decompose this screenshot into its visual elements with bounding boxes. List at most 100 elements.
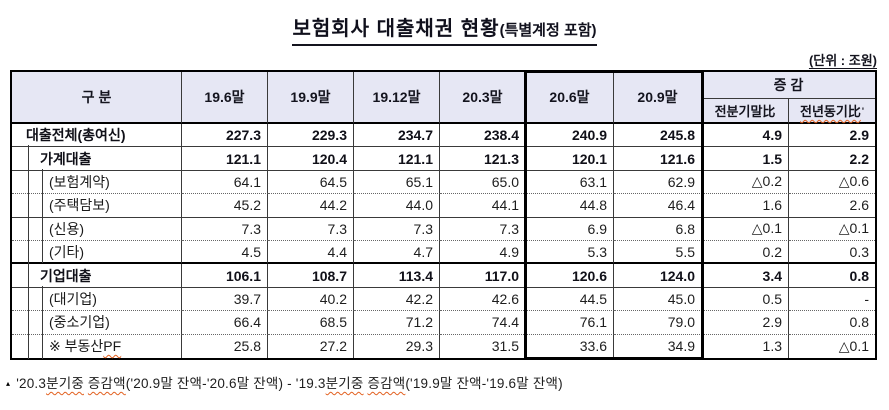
cell-value: 234.7 <box>354 124 440 148</box>
cell-value: 6.8 <box>614 217 702 241</box>
cell-value: △0.1 <box>789 218 875 241</box>
cell-value: 229.3 <box>268 124 354 148</box>
cell-value: 4.4 <box>268 240 354 265</box>
cell-value: 40.2 <box>268 287 354 312</box>
row-label: 가계대출 <box>12 145 182 171</box>
cell-value: 44.8 <box>526 194 614 218</box>
cell-value: 0.5 <box>702 287 789 312</box>
title-paren-text: (특별계정 포함) <box>499 22 597 39</box>
header-change-vs-prev-year: 전년동기比 ' <box>789 99 875 124</box>
cell-value: 27.2 <box>268 334 354 358</box>
cell-value: 66.4 <box>182 311 268 335</box>
header-change: 증 감 <box>702 72 875 99</box>
cell-value: 5.3 <box>526 240 614 265</box>
footnote: ▴ '20.3분기중 증감액('20.9말 잔액-'20.6말 잔액) - '19… <box>6 372 563 392</box>
cell-value: 71.2 <box>354 311 440 335</box>
loan-status-table: 구 분 19.6말 19.9말 19.12말 20.3말 20.6말 20.9말… <box>10 70 877 360</box>
footnote-marker-icon: ▴ <box>6 379 11 388</box>
cell-value: 227.3 <box>182 124 268 148</box>
cell-value: 31.5 <box>440 334 526 358</box>
cell-value: 33.6 <box>526 334 614 358</box>
row-label: (신용) <box>12 215 182 241</box>
cell-value: 44.1 <box>440 194 526 218</box>
cell-value: 5.5 <box>614 240 702 265</box>
cell-value: 113.4 <box>354 264 440 288</box>
cell-value: 108.7 <box>268 264 354 288</box>
cell-value: 117.0 <box>440 264 526 288</box>
cell-value: 0.3 <box>789 241 875 265</box>
cell-value: 2.2 <box>789 147 875 171</box>
cell-value: 4.5 <box>182 240 268 265</box>
header-period-20-6: 20.6말 <box>526 72 614 124</box>
cell-value: △0.2 <box>702 170 789 195</box>
header-change-vs-prev-quarter: 전분기말比 <box>702 99 789 124</box>
cell-value: 64.5 <box>268 170 354 195</box>
cell-value: 4.7 <box>354 240 440 265</box>
cell-value: △0.1 <box>702 217 789 241</box>
cell-value: 63.1 <box>526 170 614 195</box>
cell-value: 7.3 <box>354 217 440 241</box>
row-label: (중소기업) <box>12 309 182 335</box>
cell-value: 1.3 <box>702 334 789 358</box>
page-title-underlined: 보험회사 대출채권 현황(특별계정 포함) <box>292 12 597 46</box>
row-label: ※ 부동산PF <box>12 332 182 359</box>
cell-value: △0.6 <box>789 171 875 195</box>
header-category: 구 분 <box>12 72 182 124</box>
cell-value: 34.9 <box>614 334 702 358</box>
cell-value: 64.1 <box>182 170 268 195</box>
header-period-19-9: 19.9말 <box>268 72 354 124</box>
cell-value: 42.6 <box>440 287 526 312</box>
cell-value: 2.6 <box>789 194 875 218</box>
footnote-text: '20.3분기중 증감액('20.9말 잔액-'20.6말 잔액) - '19.… <box>16 376 563 391</box>
cell-value: 29.3 <box>354 334 440 358</box>
cell-value: 44.5 <box>526 287 614 312</box>
row-label: (주택담보) <box>12 192 182 218</box>
cell-value: 44.2 <box>268 194 354 218</box>
header-period-20-3: 20.3말 <box>440 72 526 124</box>
cell-value: 238.4 <box>440 124 526 148</box>
cell-value: 6.9 <box>526 217 614 241</box>
cell-value: 120.6 <box>526 264 614 288</box>
cell-value: 121.1 <box>354 147 440 171</box>
cell-value: 3.4 <box>702 264 789 288</box>
cell-value: 25.8 <box>182 334 268 358</box>
row-label: (대기업) <box>12 285 182 312</box>
header-period-20-9: 20.9말 <box>614 72 702 124</box>
cell-value: 1.5 <box>702 147 789 171</box>
row-label: (기타) <box>12 238 182 265</box>
cell-value: 42.2 <box>354 287 440 312</box>
page-title: 보험회사 대출채권 현황(특별계정 포함) <box>0 12 889 46</box>
cell-value: 76.1 <box>526 311 614 335</box>
cell-value: 120.1 <box>526 147 614 171</box>
cell-value: 106.1 <box>182 264 268 288</box>
cell-value: 245.8 <box>614 124 702 148</box>
cell-value: 240.9 <box>526 124 614 148</box>
cell-value: 46.4 <box>614 194 702 218</box>
cell-value: 4.9 <box>702 124 789 148</box>
row-label: 대출전체(총여신) <box>12 124 182 148</box>
cell-value: 45.0 <box>614 287 702 312</box>
title-main-text: 보험회사 대출채권 현황 <box>292 18 500 40</box>
cell-value: 121.3 <box>440 147 526 171</box>
row-label: 기업대출 <box>12 262 182 288</box>
cell-value: 0.8 <box>789 264 875 288</box>
cell-value: 121.1 <box>182 147 268 171</box>
cell-value: △0.1 <box>838 337 869 354</box>
cell-value: 39.7 <box>182 287 268 312</box>
cell-value: 4.9 <box>440 240 526 265</box>
cell-value: 124.0 <box>614 264 702 288</box>
cell-value: 45.2 <box>182 194 268 218</box>
unit-label: (단위 : 조원) <box>808 53 877 68</box>
cell-value: 65.1 <box>354 170 440 195</box>
cell-value: 7.3 <box>440 217 526 241</box>
cell-value: 7.3 <box>182 217 268 241</box>
cell-value: 121.6 <box>614 147 702 171</box>
cell-value: 1.6 <box>702 194 789 218</box>
cell-value: 120.4 <box>268 147 354 171</box>
cell-value: 79.0 <box>614 311 702 335</box>
cell-value: 74.4 <box>440 311 526 335</box>
cell-value: 0.8 <box>789 311 875 335</box>
cell-value: 2.9 <box>789 124 875 148</box>
cell-value: - <box>789 288 875 312</box>
